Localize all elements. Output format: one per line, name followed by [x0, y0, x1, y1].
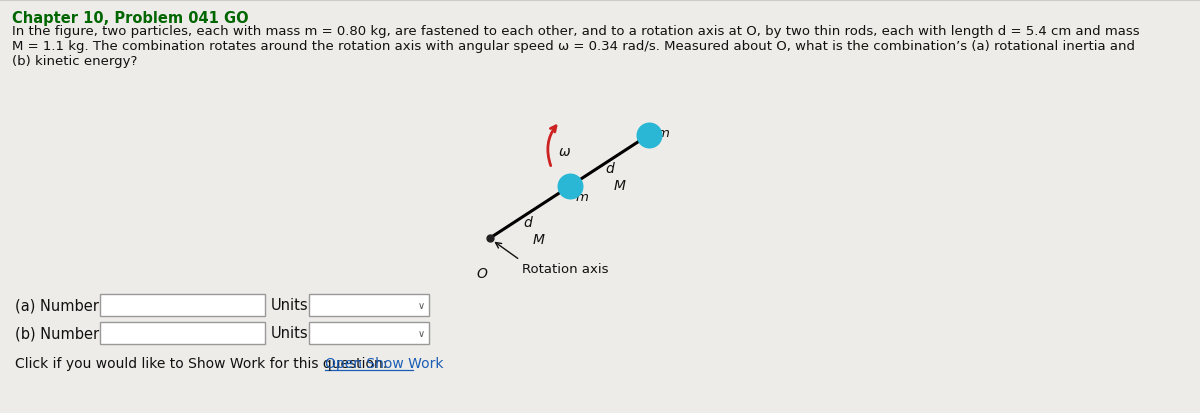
Text: ω: ω — [559, 145, 570, 159]
Text: (b) Number: (b) Number — [14, 326, 100, 341]
FancyBboxPatch shape — [310, 322, 430, 344]
FancyBboxPatch shape — [100, 294, 265, 316]
Text: Click if you would like to Show Work for this question:: Click if you would like to Show Work for… — [14, 356, 388, 370]
Text: Units: Units — [271, 326, 308, 341]
Text: d: d — [523, 216, 533, 230]
Text: M = 1.1 kg. The combination rotates around the rotation axis with angular speed : M = 1.1 kg. The combination rotates arou… — [12, 40, 1135, 53]
Point — [480, 235, 499, 242]
Text: Rotation axis: Rotation axis — [522, 262, 608, 275]
Text: M: M — [614, 179, 626, 193]
Text: Units: Units — [271, 298, 308, 313]
Text: d: d — [605, 162, 614, 176]
Text: In the figure, two particles, each with mass m = 0.80 kg, are fastened to each o: In the figure, two particles, each with … — [12, 25, 1140, 38]
Point — [640, 132, 659, 138]
Text: (a) Number: (a) Number — [14, 298, 98, 313]
Text: m: m — [656, 127, 670, 140]
Text: ∨: ∨ — [418, 300, 425, 310]
FancyBboxPatch shape — [100, 322, 265, 344]
Text: O: O — [476, 266, 487, 280]
FancyBboxPatch shape — [310, 294, 430, 316]
Text: Chapter 10, Problem 041 GO: Chapter 10, Problem 041 GO — [12, 11, 248, 26]
Text: m: m — [576, 191, 588, 204]
Text: ∨: ∨ — [418, 328, 425, 338]
Text: M: M — [533, 233, 545, 247]
Point — [560, 183, 580, 190]
Text: Open Show Work: Open Show Work — [325, 356, 444, 370]
Text: (b) kinetic energy?: (b) kinetic energy? — [12, 55, 137, 68]
